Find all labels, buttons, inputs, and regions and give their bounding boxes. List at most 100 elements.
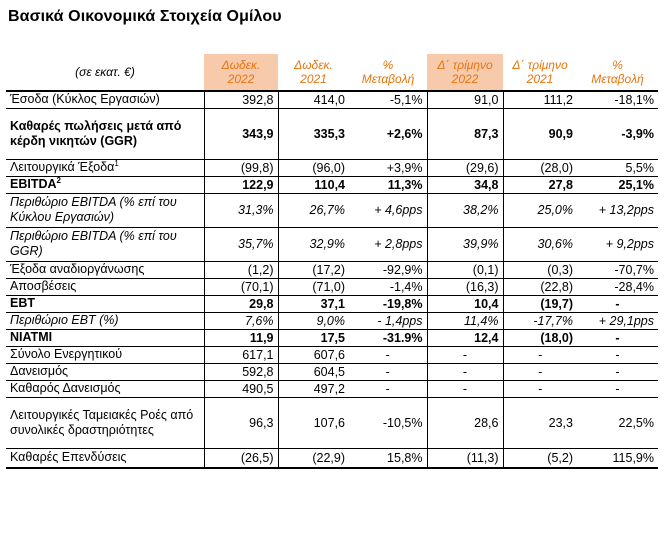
footnote-marker: 2 <box>56 175 61 185</box>
table-cell: 96,3 <box>203 396 279 448</box>
table-cell: 10,4 <box>426 294 504 312</box>
table-cell: -19,8% <box>349 294 427 312</box>
row-label: Σύνολο Ενεργητικού <box>6 345 204 363</box>
table-cell: (22,8) <box>503 277 577 295</box>
table-cell: 5,5% <box>577 158 658 176</box>
column-header: Δ΄ τρίμηνο 2022 <box>427 54 503 91</box>
table-cell: 392,8 <box>203 90 279 108</box>
table-cell: (26,5) <box>203 447 279 469</box>
table-cell: + 9,2pps <box>577 226 658 261</box>
table-row: Καθαρές πωλήσεις μετά από κέρδη νικητών … <box>6 107 658 159</box>
financial-table: (σε εκατ. €) Δωδεκ. 2022 Δωδεκ. 2021 % Μετα… <box>6 54 658 469</box>
table-cell: 28,6 <box>426 396 504 448</box>
table-cell: (11,3) <box>426 447 504 469</box>
table-row: Περιθώριο EBITDA (% επί του GGR) 35,7% 32,… <box>6 226 658 261</box>
table-cell: 343,9 <box>203 107 279 159</box>
table-cell: 22,5% <box>577 396 658 448</box>
table-cell: (19,7) <box>503 294 577 312</box>
table-cell: 17,5 <box>278 328 349 346</box>
table-cell: + 13,2pps <box>577 192 658 227</box>
unit-label: (σε εκατ. €) <box>75 65 135 79</box>
table-cell: 335,3 <box>278 107 349 159</box>
table-cell: 25,1% <box>577 175 658 193</box>
table-cell: 11,4% <box>426 311 504 329</box>
table-cell: - <box>349 362 427 380</box>
row-label: Καθαρός Δανεισμός <box>6 379 204 397</box>
table-cell: (29,6) <box>426 158 504 176</box>
table-row: Δανεισμός 592,8 604,5- - - - <box>6 362 658 380</box>
table-cell: 111,2 <box>503 90 577 108</box>
table-row: Καθαρές Επενδύσεις (26,5) (22,9) 15,8% (11,3… <box>6 447 658 469</box>
table-cell: -18,1% <box>577 90 658 108</box>
table-cell: +3,9% <box>349 158 427 176</box>
table-cell: 90,9 <box>503 107 577 159</box>
table-cell: (96,0) <box>278 158 349 176</box>
table-header-row: (σε εκατ. €) Δωδεκ. 2022 Δωδεκ. 2021 % Μετα… <box>6 54 658 91</box>
column-header: % Μεταβολή <box>591 58 644 86</box>
row-label: Λειτουργικές Ταμειακές Ροές από συνολικέ… <box>6 396 204 448</box>
table-cell: -1,4% <box>349 277 427 295</box>
table-cell: -10,5% <box>349 396 427 448</box>
table-cell: - <box>503 362 577 380</box>
table-cell: - <box>349 379 427 397</box>
table-cell: (99,8) <box>203 158 279 176</box>
table-cell: 31,3% <box>203 192 279 227</box>
row-label: Περιθώριο EBT (%) <box>6 311 204 329</box>
table-row: Λειτουργικές Ταμειακές Ροές από συνολικέ… <box>6 396 658 448</box>
table-cell: - <box>577 345 658 363</box>
row-label: Έσοδα (Κύκλος Εργασιών) <box>6 90 204 108</box>
table-row: Καθαρός Δανεισμός 490,5 497,2- - - - <box>6 379 658 397</box>
table-row: EBT 29,8 37,1 -19,8% 10,4 (19,7) - <box>6 294 658 312</box>
table-cell: + 29,1pps <box>577 311 658 329</box>
table-cell: - <box>503 379 577 397</box>
row-label: Περιθώριο EBITDA (% επί του GGR) <box>6 226 204 261</box>
row-label: EBITDA2 <box>6 175 204 193</box>
table-cell: -17,7% <box>503 311 577 329</box>
table-cell: 39,9% <box>426 226 504 261</box>
table-row: Περιθώριο EBT (%) 7,6% 9,0% - 1,4pps 11,4% -1… <box>6 311 658 329</box>
table-cell: - <box>426 362 504 380</box>
table-cell: - <box>426 379 504 397</box>
table-cell: 592,8 <box>203 362 279 380</box>
row-label: Αποσβέσεις <box>6 277 204 295</box>
table-cell: - <box>426 345 504 363</box>
table-cell: 27,8 <box>503 175 577 193</box>
column-header: % Μεταβολή <box>361 58 415 86</box>
table-row: Λειτουργικά Έξοδα1 (99,8) (96,0) +3,9% (29,6… <box>6 158 658 176</box>
table-cell: 497,2 <box>278 379 349 397</box>
table-cell: (5,2) <box>503 447 577 469</box>
table-cell: (1,2) <box>203 260 279 278</box>
table-cell: 23,3 <box>503 396 577 448</box>
table-cell: - <box>577 328 658 346</box>
table-cell: 11,3% <box>349 175 427 193</box>
table-cell: 35,7% <box>203 226 279 261</box>
table-cell: (22,9) <box>278 447 349 469</box>
table-cell: - <box>577 294 658 312</box>
table-cell: 26,7% <box>278 192 349 227</box>
table-cell: - <box>503 345 577 363</box>
table-cell: 29,8 <box>203 294 279 312</box>
row-label: EBT <box>6 294 204 312</box>
table-cell: 7,6% <box>203 311 279 329</box>
table-cell: -5,1% <box>349 90 427 108</box>
table-cell: 25,0% <box>503 192 577 227</box>
table-cell: -70,7% <box>577 260 658 278</box>
table-row: Σύνολο Ενεργητικού 617,1 607,6- - - - <box>6 345 658 363</box>
table-cell: 30,6% <box>503 226 577 261</box>
table-cell: - <box>349 345 427 363</box>
row-label: Καθαρές πωλήσεις μετά από κέρδη νικητών … <box>6 107 204 159</box>
table-cell: 107,6 <box>278 396 349 448</box>
table-cell: 15,8% <box>349 447 427 469</box>
row-label: Δανεισμός <box>6 362 204 380</box>
table-row: Έξοδα αναδιοργάνωσης (1,2) (17,2) -92,9% (0,… <box>6 260 658 278</box>
table-cell: + 4,6pps <box>349 192 427 227</box>
table-cell: (0,1) <box>426 260 504 278</box>
table-cell: -28,4% <box>577 277 658 295</box>
table-cell: 87,3 <box>426 107 504 159</box>
table-row: Αποσβέσεις (70,1) (71,0) -1,4% (16,3) (22,8) -… <box>6 277 658 295</box>
table-cell: 91,0 <box>426 90 504 108</box>
table-cell: - <box>577 362 658 380</box>
table-cell: - <box>577 379 658 397</box>
table-row: Περιθώριο EBITDA (% επί του Κύκλου Εργασ… <box>6 192 658 227</box>
table-cell: (17,2) <box>278 260 349 278</box>
